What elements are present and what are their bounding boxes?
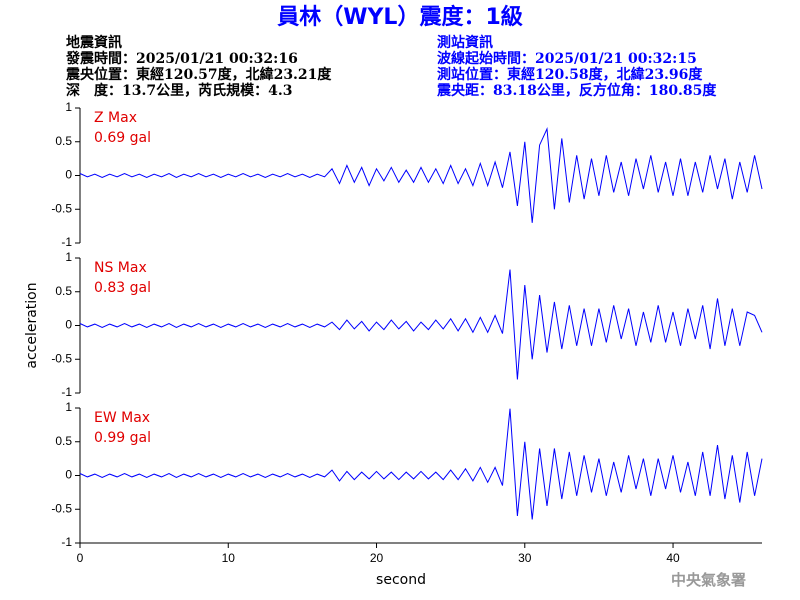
x-tick-label: 40 [666,551,680,565]
y-tick-label: 0.5 [55,434,72,448]
chart-title: 員林（WYL）震度：1級 [276,4,523,30]
panel-max: 0.99 gal [94,430,151,446]
y-tick-label: -1 [61,535,72,549]
x-tick-label: 30 [518,551,532,565]
y-tick-label: -1 [61,385,72,399]
y-tick-label: 0 [65,168,72,182]
y-tick-label: -0.5 [51,201,72,215]
x-tick-label: 20 [370,551,384,565]
info-line: 震央位置：東經120.57度，北緯23.21度 [65,66,332,83]
station-line: 測站位置：東經120.58度，北緯23.96度 [437,66,703,83]
y-tick-label: 0.5 [55,284,72,298]
watermark: 中央氣象署 [671,571,746,589]
y-tick-label: 1 [65,250,72,264]
info-line: 深 度：13.7公里，芮氏規模：4.3 [66,82,292,99]
station-line: 測站資訊 [437,34,493,51]
panel-max: 0.69 gal [94,130,151,146]
waveform [79,408,763,520]
y-tick-label: -0.5 [51,351,72,365]
panel-title: Z Max [94,110,137,126]
x-tick-label: 0 [77,551,84,565]
y-axis-label: acceleration [24,282,40,368]
station-line: 震央距：83.18公里，反方位角：180.85度 [436,82,717,99]
y-tick-label: 1 [65,100,72,114]
panel-title: NS Max [94,260,147,276]
y-tick-label: -1 [61,235,72,249]
y-tick-label: 0 [65,468,72,482]
info-line: 發震時間：2025/01/21 00:32:16 [65,50,298,67]
x-axis-label: second [376,572,426,588]
waveform [79,126,763,223]
info-line: 地震資訊 [66,34,122,51]
y-tick-label: 1 [65,400,72,414]
panel-max: 0.83 gal [94,280,151,296]
waveform [79,269,763,380]
x-tick-label: 10 [222,551,236,565]
y-tick-label: -0.5 [51,501,72,515]
panel-title: EW Max [94,410,150,426]
y-tick-label: 0.5 [55,134,72,148]
y-tick-label: 0 [65,318,72,332]
station-line: 波線起始時間：2025/01/21 00:32:15 [437,50,697,67]
